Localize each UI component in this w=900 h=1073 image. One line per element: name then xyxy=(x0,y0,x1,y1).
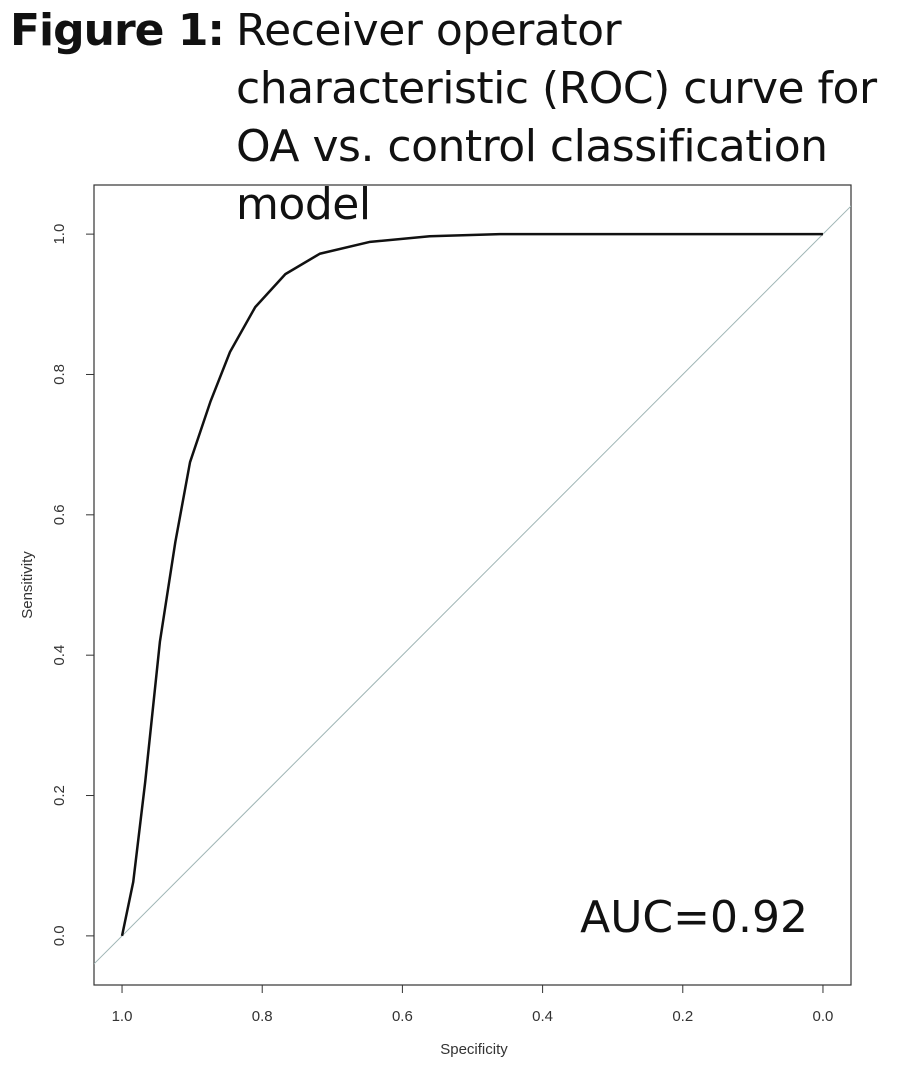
x-tick-label: 1.0 xyxy=(112,1008,133,1025)
plot-frame xyxy=(93,184,852,986)
y-tick-label: 1.0 xyxy=(51,224,68,245)
figure-label: Figure 1: xyxy=(10,5,225,56)
y-axis-label: Sensitivity xyxy=(19,551,36,619)
x-tick-label: 0.8 xyxy=(252,1008,273,1025)
x-tick-label: 0.2 xyxy=(672,1008,693,1025)
y-tick-label: 0.8 xyxy=(51,364,68,385)
x-tick-label: 0.4 xyxy=(532,1008,553,1025)
title-block: Figure 1: Receiver operator characterist… xyxy=(10,2,890,234)
x-tick-label: 0.6 xyxy=(392,1008,413,1025)
y-tick-label: 0.4 xyxy=(51,645,68,666)
roc-curve xyxy=(120,232,823,937)
y-tick-label: 0.0 xyxy=(51,925,68,946)
reference-diagonal xyxy=(94,205,851,965)
y-tick-label: 0.2 xyxy=(51,785,68,806)
y-tick-label: 0.6 xyxy=(51,504,68,525)
x-axis-label: Specificity xyxy=(440,1041,508,1058)
chart-title: Receiver operator characteristic (ROC) c… xyxy=(236,5,877,230)
auc-annotation: AUC=0.92 xyxy=(580,892,808,943)
x-tick-label: 0.0 xyxy=(813,1008,834,1025)
